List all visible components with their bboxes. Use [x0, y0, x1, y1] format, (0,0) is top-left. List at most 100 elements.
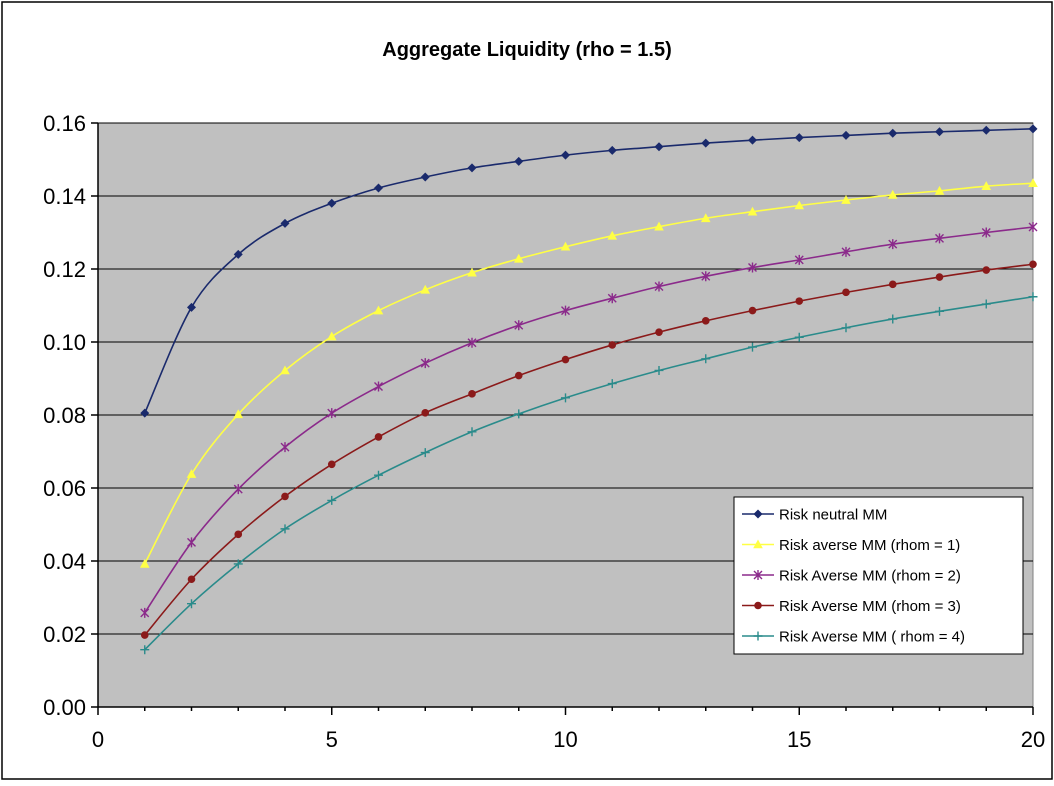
data-point [655, 328, 663, 336]
legend-swatch-marker [753, 509, 763, 519]
data-point [888, 280, 897, 289]
data-point [374, 433, 383, 441]
data-point [794, 332, 804, 342]
data-point [981, 299, 991, 309]
data-point [981, 227, 991, 238]
data-point [701, 354, 711, 364]
data-point [841, 246, 851, 257]
series-4 [140, 260, 1037, 639]
data-point [420, 172, 430, 182]
data-point [420, 448, 430, 458]
data-point [327, 198, 337, 208]
data-point [280, 218, 290, 228]
series-3 [140, 222, 1038, 618]
data-point [514, 371, 523, 380]
y-tick-label: 0.06 [43, 476, 86, 501]
data-point [374, 381, 383, 392]
data-point [1028, 178, 1038, 188]
legend-label: Risk averse MM (rhom = 1) [779, 537, 960, 554]
data-point [233, 249, 243, 259]
data-point [140, 645, 150, 655]
data-point [981, 125, 991, 135]
data-point [1028, 222, 1038, 233]
y-tick-label: 0.02 [43, 622, 86, 647]
legend-label: Risk Averse MM ( rhom = 4) [779, 629, 965, 646]
legend-entry: Risk neutral MM [742, 507, 887, 524]
data-point [794, 133, 804, 143]
data-point [934, 185, 945, 195]
data-point [187, 537, 196, 548]
data-point [981, 181, 992, 190]
data-point [467, 427, 477, 437]
data-point [748, 135, 757, 145]
data-point [280, 365, 290, 375]
legend-entry: Risk Averse MM (rhom = 3) [742, 598, 961, 615]
data-point [467, 337, 477, 348]
data-point [654, 142, 664, 152]
data-point [514, 320, 524, 331]
data-point [935, 233, 944, 244]
data-point [468, 390, 476, 398]
data-point [280, 524, 290, 534]
data-point [748, 342, 757, 352]
data-point [888, 239, 898, 250]
legend-swatch-marker [753, 570, 763, 580]
data-point [140, 607, 150, 618]
data-point [607, 379, 617, 389]
data-point [374, 183, 383, 193]
data-point [233, 409, 244, 419]
data-point [467, 267, 477, 277]
data-point [982, 266, 991, 274]
data-point [327, 495, 337, 505]
data-point [794, 254, 804, 265]
data-point [421, 409, 430, 417]
y-tick-label: 0.04 [43, 549, 86, 574]
legend-swatch-marker [753, 539, 763, 549]
legend-swatch-marker [754, 601, 762, 610]
series-line [144, 182, 1034, 565]
data-point [747, 206, 758, 216]
data-point [887, 189, 898, 199]
y-tick-label: 0.10 [43, 330, 86, 355]
data-point [701, 317, 710, 325]
series-line [144, 128, 1034, 414]
data-point [701, 271, 711, 282]
series-group [139, 124, 1038, 655]
legend-entry: Risk Averse MM ( rhom = 4) [742, 629, 965, 646]
y-tick-label: 0.00 [43, 695, 86, 720]
data-point [841, 323, 851, 333]
series-5 [140, 292, 1038, 655]
y-tick-label: 0.14 [43, 184, 86, 209]
data-point [794, 200, 805, 210]
chart-title: Aggregate Liquidity (rho = 1.5) [382, 39, 671, 61]
data-point [935, 127, 944, 137]
data-point [281, 492, 289, 501]
data-point [187, 575, 196, 584]
legend-swatch-marker [753, 631, 763, 641]
data-point [373, 305, 384, 315]
data-point [560, 241, 571, 251]
data-point [1028, 292, 1038, 302]
data-point [233, 484, 243, 495]
data-point [561, 305, 570, 316]
data-point [607, 230, 618, 240]
data-point [186, 469, 197, 478]
legend: Risk neutral MM Risk averse MM (rhom = 1)… [733, 496, 1024, 655]
data-point [327, 408, 337, 419]
axes: 0.00 0.02 0.04 0.06 0.08 0.10 0.12 0.14 0.16 0 5 10… [43, 111, 1045, 752]
data-point [327, 460, 336, 469]
data-point [514, 156, 524, 166]
data-point [140, 631, 149, 639]
data-point [326, 331, 337, 341]
data-point [374, 470, 383, 480]
data-point [1028, 124, 1038, 134]
data-point [420, 284, 431, 294]
data-point [280, 442, 290, 453]
x-tick-label: 5 [326, 727, 338, 752]
data-point [140, 408, 150, 418]
y-tick-label: 0.12 [43, 257, 86, 282]
data-point [467, 163, 477, 173]
data-point [935, 273, 944, 281]
